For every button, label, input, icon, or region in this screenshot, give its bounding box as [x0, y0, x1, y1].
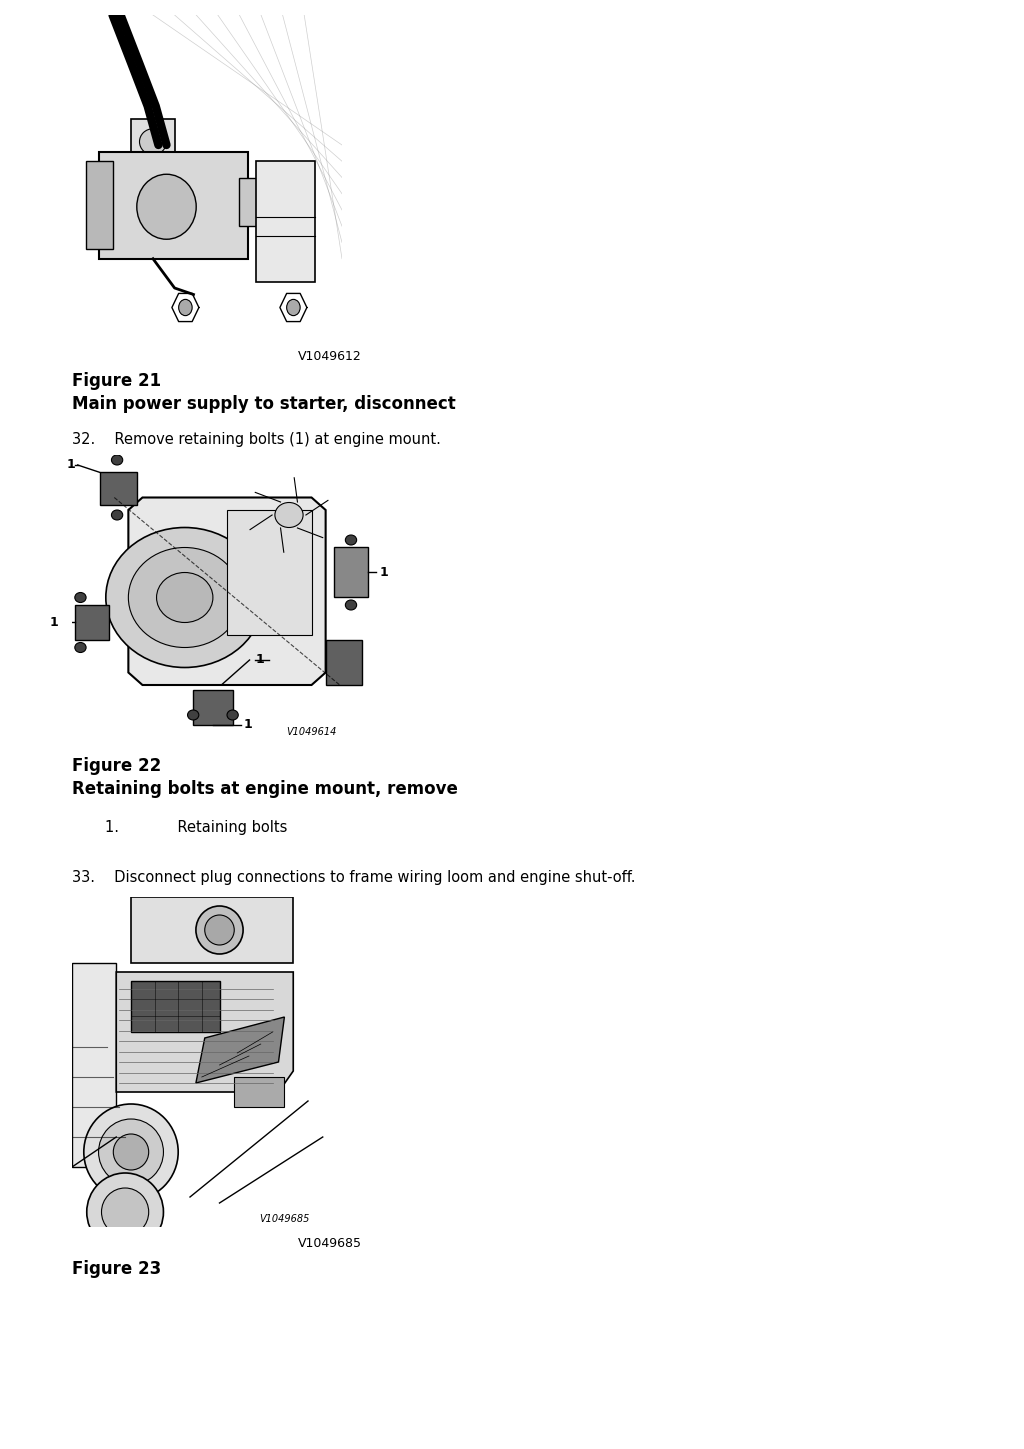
Text: 1: 1: [49, 616, 58, 629]
Ellipse shape: [287, 300, 300, 316]
Polygon shape: [75, 606, 109, 640]
Circle shape: [75, 593, 86, 603]
Text: 1: 1: [379, 567, 388, 580]
Text: 1: 1: [255, 653, 264, 667]
Polygon shape: [131, 119, 175, 161]
Circle shape: [84, 1104, 178, 1200]
Polygon shape: [117, 972, 293, 1093]
Text: Figure 23: Figure 23: [72, 1261, 161, 1278]
Circle shape: [227, 710, 239, 720]
Polygon shape: [99, 152, 248, 259]
Text: 1: 1: [244, 719, 253, 732]
Ellipse shape: [137, 174, 197, 239]
Circle shape: [87, 1174, 164, 1250]
Circle shape: [345, 535, 356, 545]
Text: Figure 21: Figure 21: [72, 372, 161, 390]
Polygon shape: [85, 161, 113, 249]
Polygon shape: [326, 640, 362, 685]
Circle shape: [98, 1119, 164, 1185]
Circle shape: [75, 642, 86, 652]
Polygon shape: [334, 548, 368, 597]
Ellipse shape: [139, 129, 167, 155]
Circle shape: [205, 914, 234, 945]
Text: 1: 1: [67, 458, 75, 471]
Polygon shape: [227, 510, 311, 635]
Text: V1049685: V1049685: [259, 1214, 309, 1224]
Text: Main power supply to starter, disconnect: Main power supply to starter, disconnect: [72, 396, 456, 413]
Text: Figure 22: Figure 22: [72, 756, 161, 775]
Polygon shape: [128, 497, 326, 685]
Circle shape: [114, 1135, 148, 1169]
Text: 1.    Retaining bolts: 1. Retaining bolts: [105, 820, 288, 835]
Circle shape: [128, 548, 241, 648]
Polygon shape: [72, 964, 117, 1166]
Text: Retaining bolts at engine mount, remove: Retaining bolts at engine mount, remove: [72, 780, 458, 798]
Circle shape: [345, 600, 356, 610]
Text: V1049614: V1049614: [287, 727, 337, 738]
Ellipse shape: [178, 300, 193, 316]
Polygon shape: [256, 161, 315, 281]
Polygon shape: [131, 897, 293, 964]
Circle shape: [187, 710, 199, 720]
Polygon shape: [196, 1017, 285, 1082]
Text: 32.  Remove retaining bolts (1) at engine mount.: 32. Remove retaining bolts (1) at engine…: [72, 432, 441, 446]
Text: V1049685: V1049685: [298, 1237, 362, 1250]
Circle shape: [112, 455, 123, 465]
Polygon shape: [100, 472, 137, 506]
Polygon shape: [131, 981, 219, 1032]
Polygon shape: [240, 177, 274, 226]
Circle shape: [274, 503, 303, 527]
Polygon shape: [194, 690, 232, 724]
Circle shape: [101, 1188, 148, 1236]
Circle shape: [112, 510, 123, 520]
Text: V1049612: V1049612: [298, 351, 361, 364]
Circle shape: [196, 906, 243, 953]
Text: 33.  Disconnect plug connections to frame wiring loom and engine shut-off.: 33. Disconnect plug connections to frame…: [72, 869, 636, 885]
Circle shape: [157, 572, 213, 623]
Polygon shape: [234, 1077, 285, 1107]
Circle shape: [105, 527, 263, 668]
